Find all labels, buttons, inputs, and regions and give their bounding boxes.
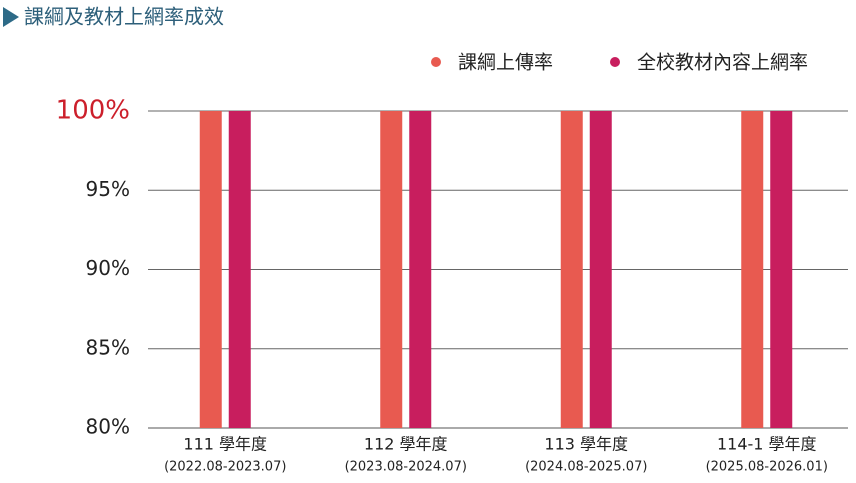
- chart-title: 課綱及教材上網率成效: [24, 5, 224, 29]
- x-tick-period: (2022.08-2023.07): [164, 460, 286, 475]
- bar: [199, 111, 222, 428]
- bar: [741, 111, 764, 428]
- x-tick-period: (2024.08-2025.07): [525, 460, 647, 475]
- x-tick-label: 113 學年度: [544, 435, 628, 454]
- bar: [770, 111, 793, 428]
- bar: [589, 111, 612, 428]
- y-tick-label: 80%: [86, 415, 130, 439]
- x-tick-label: 111 學年度: [183, 435, 267, 454]
- bar: [228, 111, 251, 428]
- legend-label: 全校教材內容上網率: [637, 52, 808, 74]
- title-marker: [3, 7, 19, 27]
- y-tick-label: 90%: [86, 256, 130, 280]
- legend-label: 課綱上傳率: [458, 52, 553, 74]
- bar: [409, 111, 432, 428]
- x-tick-period: (2025.08-2026.01): [706, 460, 828, 475]
- x-tick-period: (2023.08-2024.07): [345, 460, 467, 475]
- x-tick-label: 112 學年度: [364, 435, 448, 454]
- x-tick-label: 114-1 學年度: [717, 435, 817, 454]
- bar: [380, 111, 403, 428]
- y-tick-label: 95%: [86, 177, 130, 201]
- y-tick-label: 85%: [86, 335, 130, 359]
- y-tick-label: 100%: [56, 96, 130, 126]
- legend-swatch: [610, 57, 620, 67]
- bar: [560, 111, 583, 428]
- legend-swatch: [431, 57, 441, 67]
